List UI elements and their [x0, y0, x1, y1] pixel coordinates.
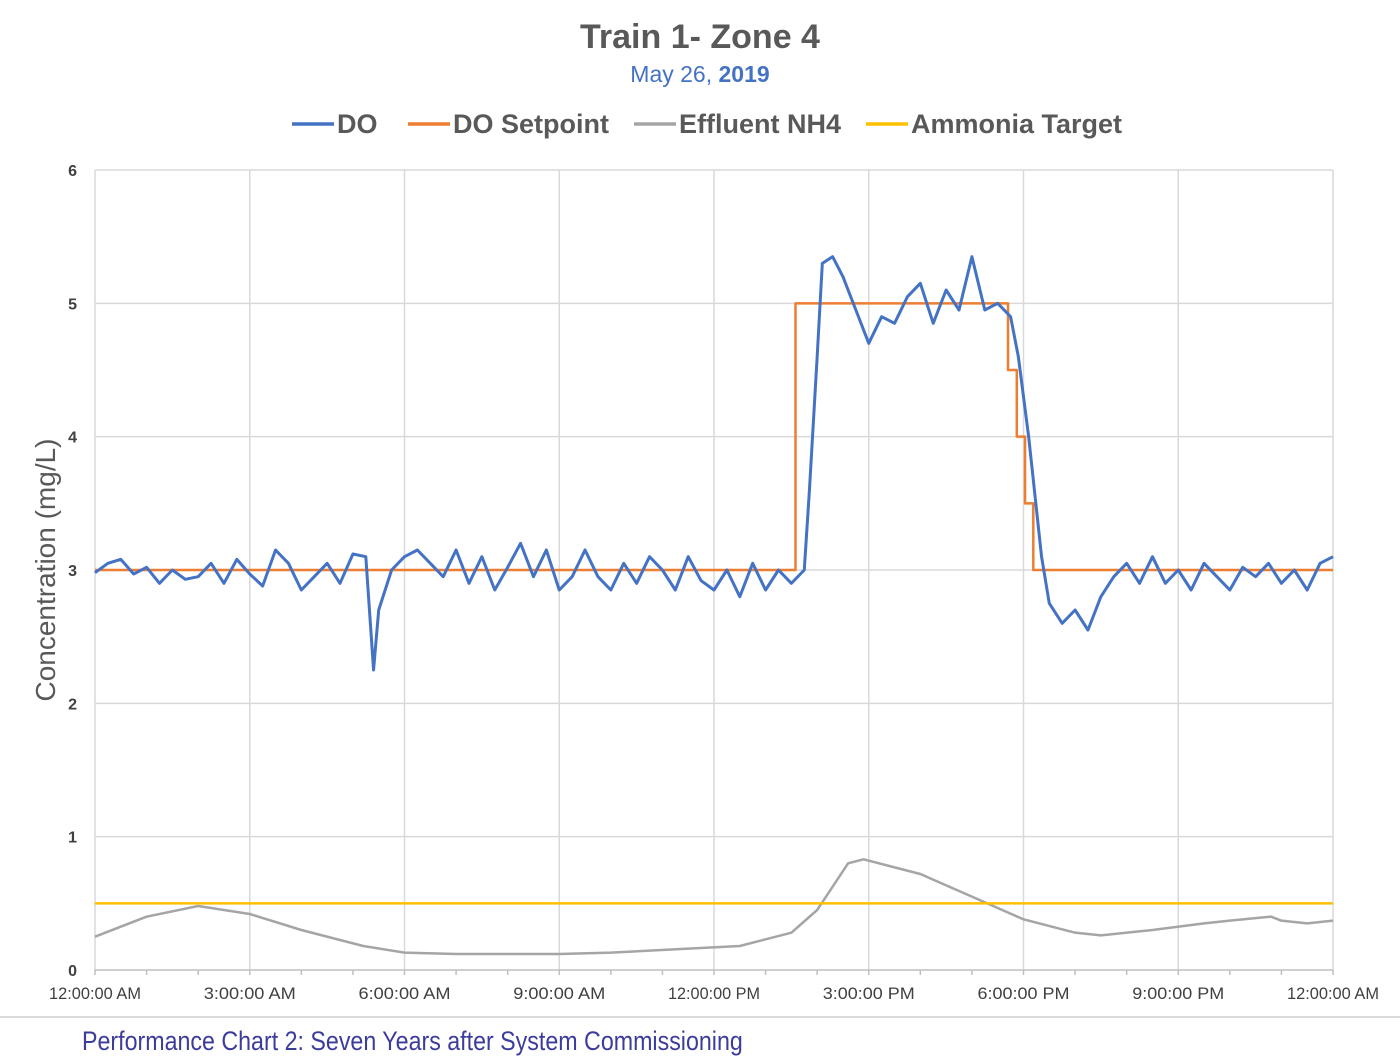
- legend-label: DO: [337, 109, 378, 139]
- y-tick-label: 4: [68, 430, 77, 447]
- x-tick-label: 6:00:00 PM: [978, 984, 1070, 1003]
- subtitle-date: May 26,: [630, 61, 718, 87]
- x-tick-label: 6:00:00 AM: [359, 984, 451, 1003]
- y-tick-label: 0: [68, 963, 77, 980]
- legend-label: DO Setpoint: [453, 109, 609, 139]
- x-tick-label: 3:00:00 PM: [823, 984, 915, 1003]
- y-tick-label: 5: [68, 296, 77, 313]
- chart-subtitle: May 26, 2019: [630, 61, 769, 87]
- x-tick-label: 12:00:00 PM: [668, 984, 760, 1003]
- axes: 0 1 2 3 4 5 6 12:00:00 AM 3:00:00 AM 6:00:00 AM 9:…: [49, 163, 1379, 1003]
- y-tick-label: 2: [68, 696, 77, 713]
- line-chart: Train 1- Zone 4 May 26, 2019 DO DO Setpoi…: [30, 18, 1379, 1003]
- y-tick-label: 1: [68, 830, 77, 847]
- divider: [0, 1016, 1400, 1018]
- series-do: [94, 255, 1334, 672]
- y-tick-label: 3: [68, 563, 77, 580]
- legend-label: Ammonia Target: [911, 109, 1122, 139]
- series-effluent-nh4: [94, 858, 1334, 956]
- series-do-setpoint: [95, 302, 1333, 572]
- chart-title: Train 1- Zone 4: [580, 18, 820, 56]
- x-tick-label: 9:00:00 AM: [513, 984, 605, 1003]
- y-tick-label: 6: [68, 163, 77, 180]
- x-tick-label: 3:00:00 AM: [204, 984, 296, 1003]
- legend-label: Effluent NH4: [679, 109, 841, 139]
- x-tick-label: 9:00:00 PM: [1132, 984, 1224, 1003]
- subtitle-year: 2019: [719, 61, 770, 87]
- x-tick-label: 12:00:00 AM: [49, 984, 141, 1003]
- series-lines: [94, 255, 1334, 956]
- x-tick-label: 12:00:00 AM: [1287, 984, 1379, 1003]
- legend: DO DO Setpoint Effluent NH4 Ammonia Target: [292, 109, 1122, 139]
- y-axis-label: Concentration (mg/L): [30, 438, 61, 701]
- figure-caption: Performance Chart 2: Seven Years after S…: [82, 1026, 743, 1056]
